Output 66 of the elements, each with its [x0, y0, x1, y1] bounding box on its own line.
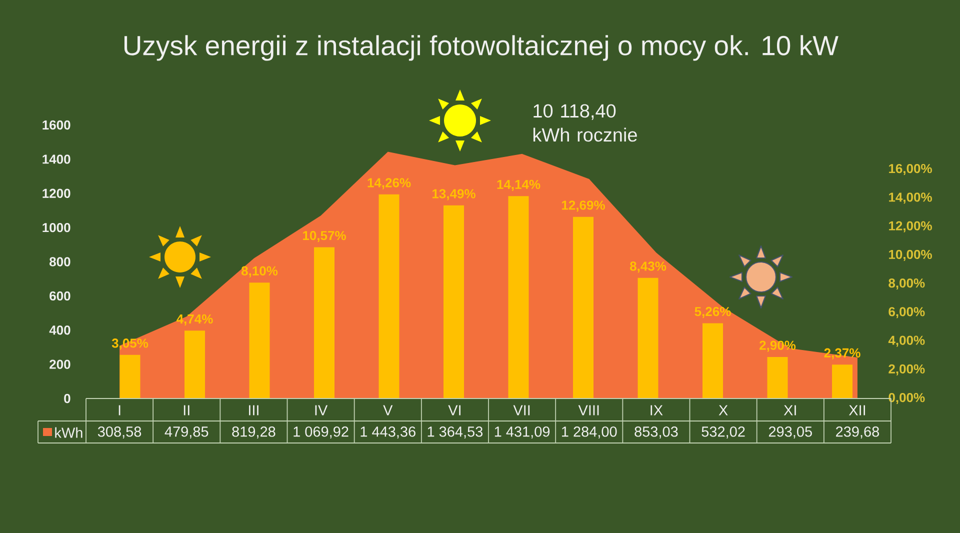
data-label: 1 443,36 [360, 426, 416, 438]
data-label: 12,69% [562, 200, 605, 212]
data-label: 853,03 [634, 426, 678, 438]
bar [702, 323, 724, 398]
x-tick-label: VII [513, 405, 530, 416]
bar [184, 330, 206, 398]
bar [444, 205, 464, 398]
bar [508, 196, 529, 398]
x-tick-label: IX [650, 405, 663, 416]
y2-tick-label: 0,00% [888, 392, 925, 404]
bar [314, 247, 335, 398]
annotation: 10 118,40 kWh rocznie [533, 104, 637, 142]
x-tick-label: I [118, 405, 120, 416]
x-tick-label: IV [315, 405, 328, 416]
x-tick-label: VI [448, 405, 460, 416]
data-label: 1 284,00 [562, 426, 617, 438]
y-tick-label: 1600 [42, 120, 70, 130]
x-tick-label: XII [848, 405, 865, 416]
chart-title: Uzysk energii z instalacji fotowoltaicznej o mocy ok. 10 kW [124, 35, 838, 61]
data-label: 1 364,53 [428, 426, 483, 438]
data-label: 4,74% [176, 314, 213, 326]
bar [573, 216, 594, 398]
bar [249, 282, 270, 398]
y2-tick-label: 16,00% [889, 164, 932, 176]
data-label: 308,58 [98, 426, 142, 438]
data-label: 1 431,09 [494, 426, 550, 438]
data-label: 532,02 [702, 426, 745, 438]
x-tick-label: XI [784, 405, 796, 416]
data-label: 1 069,92 [294, 426, 348, 438]
legend-label: kWh [55, 427, 82, 438]
data-label: 10,57% [303, 230, 346, 242]
y-tick-label: 1200 [42, 188, 70, 198]
data-label: 8,10% [241, 266, 278, 278]
x-tick-label: X [718, 405, 728, 416]
data-label: 293,05 [768, 426, 812, 438]
y2-tick-label: 6,00% [888, 307, 925, 318]
bar [638, 278, 658, 398]
y-tick-label: 1400 [42, 154, 70, 164]
data-label: 479,85 [164, 426, 208, 438]
bar [120, 354, 140, 398]
data-label: 8,43% [630, 262, 666, 273]
y2-tick-label: 12,00% [889, 221, 932, 232]
y2-tick-label: 8,00% [888, 278, 925, 290]
data-label: 14,26% [368, 178, 411, 190]
bar [378, 194, 400, 398]
y2-tick-label: 4,00% [888, 336, 925, 347]
x-tick-label: III [249, 405, 258, 416]
bar [767, 356, 788, 398]
data-label: 239,68 [836, 426, 880, 438]
y2-tick-label: 14,00% [889, 192, 932, 204]
y2-tick-label: 10,00% [889, 250, 932, 261]
data-label: 5,26% [694, 306, 731, 318]
y-tick-label: 1000 [42, 222, 70, 232]
y-tick-label: 400 [49, 326, 70, 335]
y2-tick-label: 2,00% [888, 364, 925, 376]
x-tick-label: VIII [578, 405, 599, 416]
x-tick-label: V [383, 405, 393, 416]
bar [832, 364, 853, 398]
y-tick-label: 800 [50, 257, 70, 266]
x-tick-label: II [184, 405, 190, 416]
y-tick-label: 200 [50, 360, 70, 369]
data-label: 819,28 [232, 426, 276, 438]
y-tick-label: 0 [64, 394, 70, 404]
data-label: 14,14% [497, 180, 540, 191]
y-tick-label: 600 [50, 291, 70, 301]
data-label: 13,49% [432, 189, 476, 200]
